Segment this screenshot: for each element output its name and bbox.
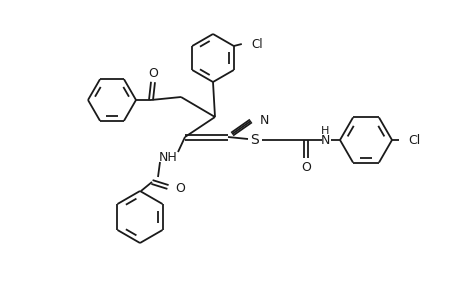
Text: O: O bbox=[148, 67, 157, 80]
Text: O: O bbox=[300, 160, 310, 173]
Text: O: O bbox=[174, 182, 185, 196]
Text: S: S bbox=[250, 133, 259, 147]
Text: N: N bbox=[259, 114, 269, 128]
Text: NH: NH bbox=[158, 151, 177, 164]
Text: Cl: Cl bbox=[407, 134, 420, 146]
Text: Cl: Cl bbox=[251, 38, 263, 50]
Text: N: N bbox=[319, 134, 329, 146]
Text: H: H bbox=[320, 126, 329, 136]
